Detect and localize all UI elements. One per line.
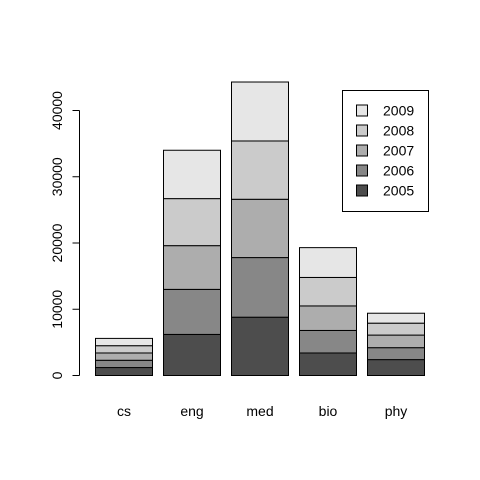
legend-label-2007: 2007 xyxy=(383,143,414,159)
y-tick-label: 40000 xyxy=(49,91,65,130)
legend-swatch-2006 xyxy=(356,164,368,177)
y-tick-label: 10000 xyxy=(49,290,65,329)
bar-med-2008 xyxy=(231,140,289,200)
bar-stack-bio xyxy=(299,247,357,377)
bar-stack-phy xyxy=(367,312,425,377)
bar-phy-2008 xyxy=(367,322,425,336)
bar-eng-2008 xyxy=(163,198,221,247)
bar-bio-2005 xyxy=(299,352,357,377)
bar-med-2009 xyxy=(231,81,289,142)
y-tick-label: 0 xyxy=(49,371,65,379)
legend-swatch-2008 xyxy=(356,124,368,137)
bar-phy-2009 xyxy=(367,312,425,324)
bar-bio-2007 xyxy=(299,305,357,331)
bar-eng-2009 xyxy=(163,149,221,200)
y-axis: 0 10000 20000 30000 40000 xyxy=(49,91,80,379)
bar-med-2006 xyxy=(231,257,289,318)
bar-med-2007 xyxy=(231,198,289,259)
bar-eng-2006 xyxy=(163,288,221,335)
bar-phy-2007 xyxy=(367,334,425,349)
legend-swatch-2007 xyxy=(356,144,368,157)
bar-cs-2005 xyxy=(95,367,153,376)
bar-cs-2006 xyxy=(95,359,153,369)
category-labels: cs eng med bio phy xyxy=(117,403,407,419)
category-label-phy: phy xyxy=(385,403,408,419)
y-tick-label: 20000 xyxy=(49,223,65,262)
bar-stack-med xyxy=(231,81,289,377)
legend-label-2009: 2009 xyxy=(383,103,414,119)
legend-label-2006: 2006 xyxy=(383,163,414,179)
bar-cs-2007 xyxy=(95,352,153,361)
bar-phy-2006 xyxy=(367,347,425,361)
y-tick-label: 30000 xyxy=(49,157,65,196)
bar-eng-2005 xyxy=(163,333,221,376)
category-label-bio: bio xyxy=(319,403,338,419)
bar-stack-eng xyxy=(163,149,221,376)
bar-bio-2006 xyxy=(299,329,357,354)
legend-label-2008: 2008 xyxy=(383,123,414,139)
legend: 2009 2008 2007 2006 2005 xyxy=(342,90,429,212)
category-label-med: med xyxy=(246,403,273,419)
legend-swatch-2009 xyxy=(356,104,368,117)
category-label-eng: eng xyxy=(180,403,203,419)
bar-phy-2005 xyxy=(367,359,425,377)
bar-bio-2008 xyxy=(299,276,357,307)
bar-cs-2009 xyxy=(95,337,153,347)
category-label-cs: cs xyxy=(117,403,131,419)
legend-label-2005: 2005 xyxy=(383,183,414,199)
bar-med-2005 xyxy=(231,316,289,377)
bar-cs-2008 xyxy=(95,345,153,354)
legend-swatch-2005 xyxy=(356,184,368,197)
bar-eng-2007 xyxy=(163,245,221,290)
bars-layer xyxy=(95,81,425,377)
bar-stack-cs xyxy=(95,337,153,376)
bar-bio-2009 xyxy=(299,247,357,278)
